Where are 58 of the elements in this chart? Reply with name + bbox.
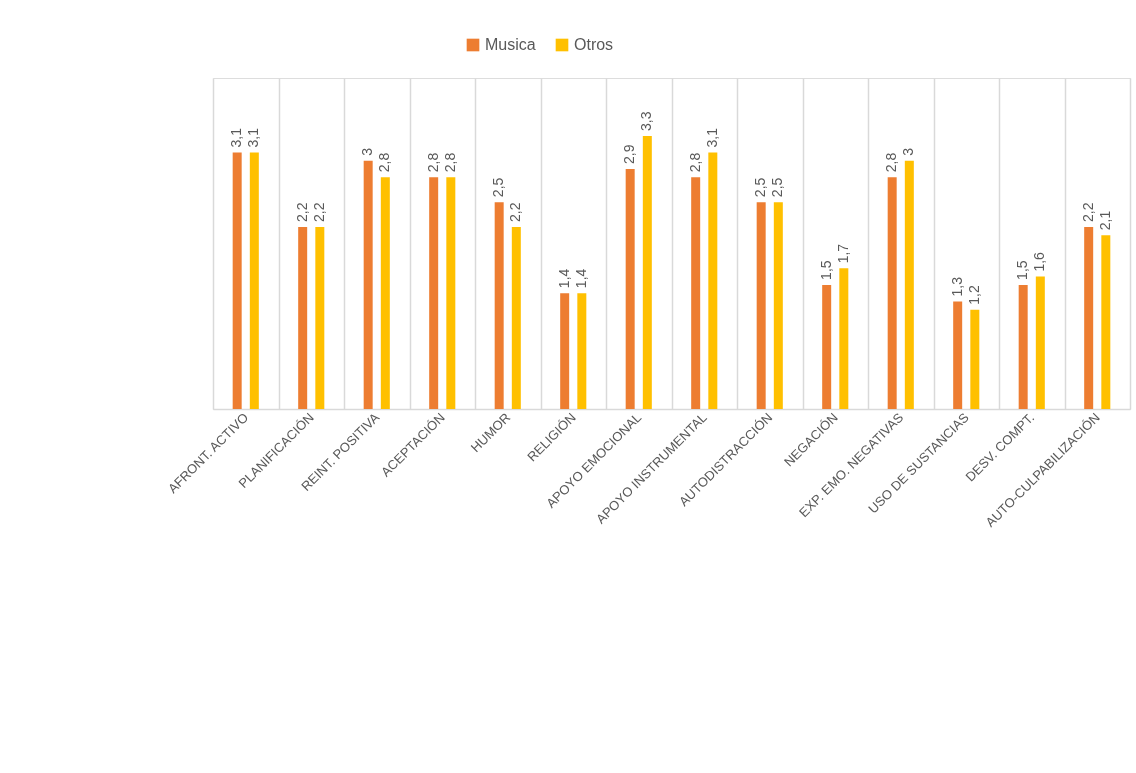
- data-label: 2,8: [686, 152, 703, 173]
- data-label: 3,1: [228, 127, 245, 148]
- bar: [625, 169, 635, 409]
- data-label: 2,8: [441, 152, 458, 173]
- bar: [1018, 284, 1028, 409]
- bar: [249, 152, 259, 409]
- data-label: 2,1: [1096, 210, 1113, 231]
- data-label: 2,9: [621, 144, 638, 165]
- data-label: 3,3: [638, 111, 655, 131]
- data-label: 2,5: [490, 177, 507, 198]
- data-label: 1,6: [1031, 251, 1048, 272]
- data-label: 3: [359, 147, 376, 156]
- bar: [577, 293, 587, 409]
- bar: [298, 226, 308, 409]
- legend-label: Musica: [485, 36, 536, 53]
- data-label: 2,2: [293, 202, 310, 222]
- bar: [887, 177, 897, 409]
- bar: [642, 135, 652, 409]
- data-label: 1,3: [948, 276, 965, 297]
- data-label: 2,8: [376, 152, 393, 173]
- bar: [315, 226, 325, 409]
- data-label: 3: [900, 147, 917, 156]
- bar: [494, 202, 504, 409]
- bar: [822, 284, 832, 409]
- data-label: 2,5: [752, 177, 769, 198]
- bar: [1035, 276, 1045, 409]
- bar: [446, 177, 456, 409]
- bar: [363, 160, 373, 409]
- data-label: 1,5: [817, 260, 834, 280]
- bar: [953, 301, 963, 409]
- data-label: 1,4: [555, 268, 572, 289]
- bar: [773, 202, 783, 409]
- data-label: 2,2: [507, 202, 524, 222]
- data-label: 2,2: [1079, 202, 1096, 222]
- data-label: 1,5: [1014, 260, 1031, 280]
- data-label: 2,8: [424, 152, 441, 173]
- bar: [839, 268, 849, 409]
- bar: [429, 177, 439, 409]
- bar: [904, 160, 914, 409]
- data-label: 1,4: [572, 268, 589, 289]
- data-label: 2,2: [310, 202, 327, 222]
- bar: [1101, 235, 1111, 409]
- data-label: 2,5: [769, 177, 786, 198]
- bar: [511, 226, 521, 409]
- bar: [560, 293, 570, 409]
- data-label: 3,1: [703, 127, 720, 148]
- data-label: 1,7: [834, 243, 851, 264]
- bar: [756, 202, 766, 409]
- legend-label: Otros: [574, 36, 614, 53]
- data-label: 2,8: [883, 152, 900, 173]
- bar: [691, 177, 701, 409]
- bar: [708, 152, 718, 409]
- bar: [232, 152, 242, 409]
- bar: [1084, 226, 1094, 409]
- bar: [970, 309, 980, 409]
- bar: [380, 177, 390, 409]
- data-label: 3,1: [245, 127, 262, 148]
- data-label: 1,2: [965, 285, 982, 305]
